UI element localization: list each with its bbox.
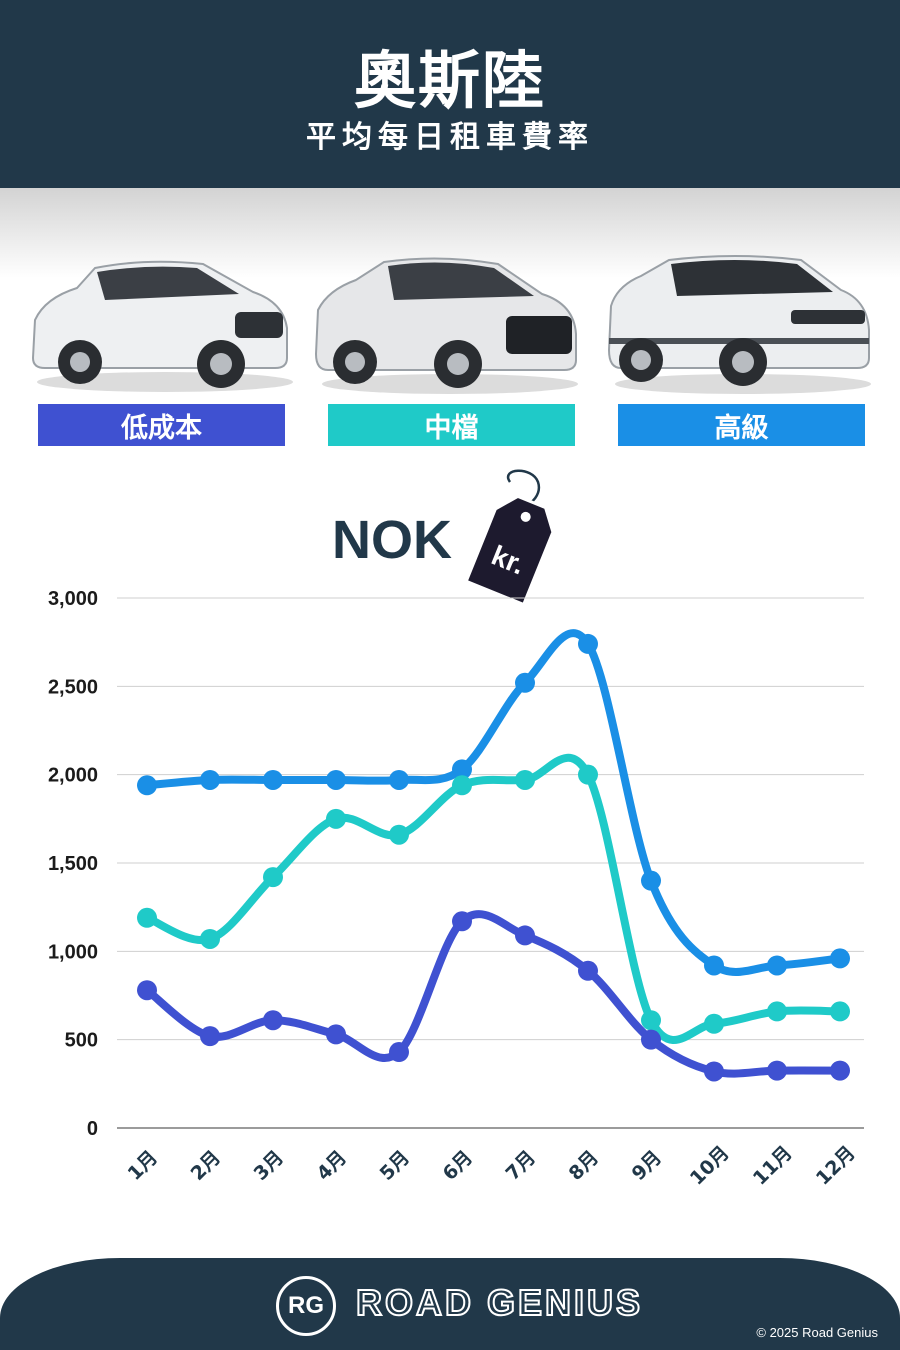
- road-genius-logo: RG: [276, 1276, 336, 1336]
- data-point: [830, 1060, 850, 1081]
- premium-car-image: [607, 255, 871, 394]
- data-point: [641, 1029, 661, 1050]
- x-tick-label: 3月: [250, 1147, 288, 1185]
- x-tick-label: 11月: [749, 1142, 797, 1190]
- data-point: [200, 1026, 220, 1047]
- chart-series: [137, 629, 850, 1082]
- data-point: [389, 824, 409, 845]
- data-point: [389, 1042, 409, 1063]
- category-label-midrange: 中檔: [328, 404, 575, 446]
- data-point: [452, 775, 472, 796]
- currency-badge: NOK kr.: [332, 469, 552, 607]
- x-tick-label: 12月: [812, 1142, 860, 1190]
- x-tick-label: 4月: [313, 1147, 351, 1185]
- data-point: [389, 769, 409, 790]
- data-point: [830, 948, 850, 969]
- data-point: [263, 867, 283, 888]
- data-point: [767, 1060, 787, 1081]
- brand-name: ROAD GENIUS: [355, 1281, 644, 1324]
- data-point: [263, 1010, 283, 1031]
- x-tick-label: 1月: [124, 1147, 162, 1185]
- data-point: [200, 928, 220, 949]
- chart-gridlines: [117, 597, 864, 1129]
- data-point: [326, 769, 346, 790]
- y-axis-ticks: 0 500 1,000 1,500 2,000 2,500 3,000: [48, 588, 98, 1140]
- midrange-car-image: [314, 257, 578, 394]
- x-tick-label: 2月: [187, 1147, 225, 1185]
- rental-rate-line-chart: 0 500 1,000 1,500 2,000 2,500 3,000 1月 2月 3月 4月 5月…: [48, 588, 864, 1190]
- data-point: [326, 1024, 346, 1045]
- budget-car-image: [31, 260, 293, 392]
- price-tag-icon: kr.: [464, 494, 552, 607]
- data-point: [326, 808, 346, 829]
- y-tick-label: 1,500: [48, 853, 98, 875]
- data-point: [263, 769, 283, 790]
- data-point: [578, 960, 598, 981]
- series-line-0: [143, 910, 844, 1078]
- x-tick-label: 5月: [376, 1147, 414, 1185]
- data-point: [578, 633, 598, 654]
- x-tick-label: 10月: [686, 1142, 734, 1190]
- category-label-premium: 高級: [618, 404, 865, 446]
- data-point: [137, 775, 157, 796]
- y-tick-label: 500: [65, 1030, 98, 1052]
- header: 奧斯陸 平均每日租車費率: [0, 0, 900, 188]
- x-tick-label: 9月: [628, 1147, 666, 1185]
- data-point: [641, 1010, 661, 1031]
- data-point: [452, 911, 472, 932]
- footer: RG ROAD GENIUS © 2025 Road Genius: [0, 1258, 900, 1350]
- data-point: [704, 1061, 724, 1082]
- x-axis-ticks: 1月 2月 3月 4月 5月 6月 7月 8月 9月 10月 11月 12月: [124, 1142, 860, 1190]
- y-tick-label: 0: [87, 1118, 98, 1140]
- data-point: [578, 764, 598, 785]
- data-point: [200, 769, 220, 790]
- copyright-text: © 2025 Road Genius: [756, 1325, 878, 1340]
- x-tick-label: 6月: [439, 1147, 477, 1185]
- currency-code: NOK: [332, 510, 452, 570]
- data-point: [452, 759, 472, 780]
- y-tick-label: 1,000: [48, 941, 98, 963]
- data-point: [515, 769, 535, 790]
- data-point: [137, 980, 157, 1001]
- page-title: 奧斯陸: [353, 44, 546, 117]
- data-point: [515, 672, 535, 693]
- data-point: [641, 870, 661, 891]
- data-point: [704, 955, 724, 976]
- data-point: [137, 907, 157, 928]
- x-tick-label: 8月: [565, 1147, 603, 1185]
- data-point: [767, 955, 787, 976]
- y-tick-label: 2,000: [48, 765, 98, 787]
- page-subtitle: 平均每日租車費率: [306, 120, 594, 155]
- category-label-budget: 低成本: [38, 404, 285, 446]
- y-tick-label: 3,000: [48, 588, 98, 610]
- x-tick-label: 7月: [502, 1147, 540, 1185]
- data-point: [830, 1001, 850, 1022]
- data-point: [767, 1001, 787, 1022]
- series-line-1: [143, 754, 844, 1044]
- data-point: [704, 1013, 724, 1034]
- y-tick-label: 2,500: [48, 676, 98, 698]
- data-point: [515, 925, 535, 946]
